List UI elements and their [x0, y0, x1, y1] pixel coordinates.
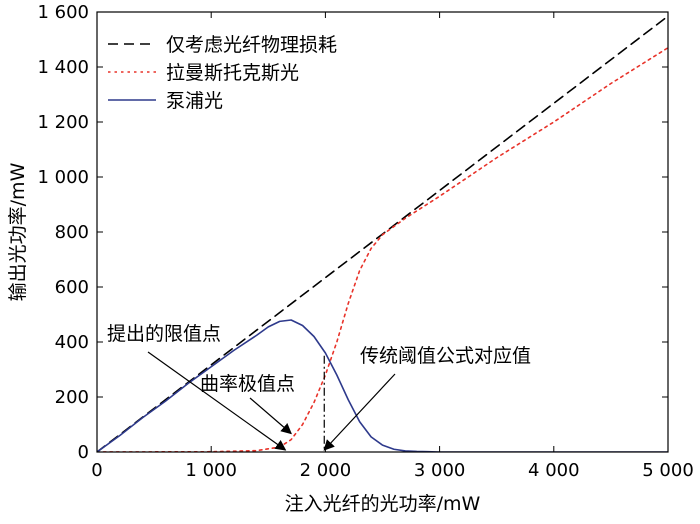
annotation-limit-point-arrow [147, 351, 287, 451]
legend-entry-2: 泵浦光 [166, 90, 223, 112]
x-tick-label: 3 000 [414, 460, 466, 481]
y-tick-label: 800 [55, 222, 89, 243]
y-tick-label: 1 000 [37, 167, 89, 188]
annotation-curvature-point-arrow [249, 397, 292, 435]
annotation-curvature-point: 曲率极值点 [200, 373, 295, 395]
y-axis-label: 输出光功率/mW [7, 162, 29, 301]
x-tick-label: 4 000 [528, 460, 580, 481]
annotation-threshold-value: 传统阈值公式对应值 [360, 345, 531, 367]
y-tick-label: 1 600 [37, 2, 89, 23]
annotation-threshold-value-arrow [323, 373, 396, 451]
x-axis-label: 注入光纤的光功率/mW [285, 493, 481, 515]
y-tick-label: 0 [78, 442, 89, 463]
legend-entry-1: 拉曼斯托克斯光 [166, 62, 299, 84]
ticks-layer: 0 1 000 2 000 3 000 4 000 5 000 0 200 400 600 800 1… [37, 2, 693, 481]
y-tick-label: 600 [55, 277, 89, 298]
y-tick-label: 400 [55, 332, 89, 353]
legend-entry-0: 仅考虑光纤物理损耗 [166, 34, 337, 56]
x-tick-label: 0 [91, 460, 102, 481]
y-tick-label: 200 [55, 387, 89, 408]
x-tick-label: 2 000 [300, 460, 352, 481]
x-tick-label: 5 000 [642, 460, 694, 481]
y-tick-label: 1 200 [37, 112, 89, 133]
annotation-limit-point: 提出的限值点 [107, 323, 221, 345]
x-tick-label: 1 000 [185, 460, 237, 481]
series-line-2 [97, 319, 668, 452]
y-tick-label: 1 400 [37, 57, 89, 78]
